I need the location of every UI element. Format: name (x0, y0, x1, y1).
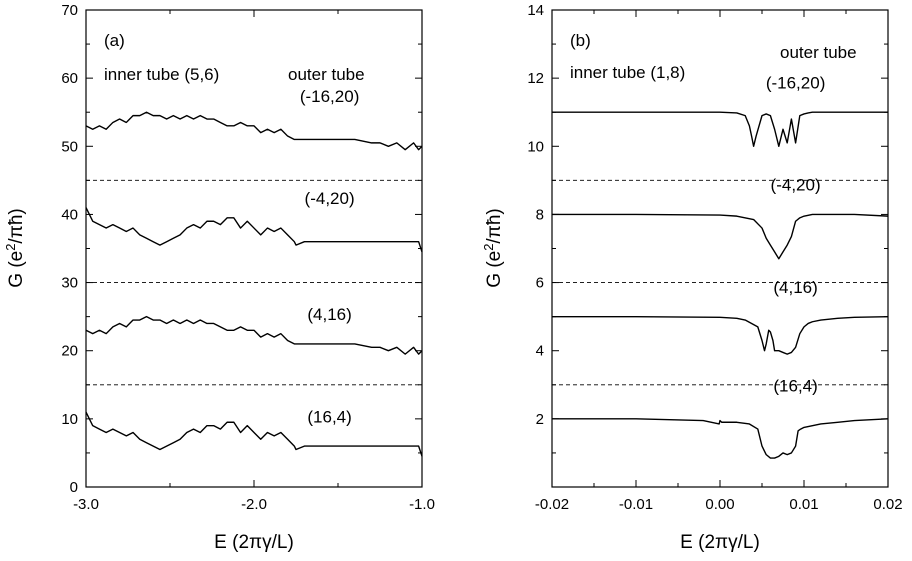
panel-b-y-axis-title-sup: 2 (481, 244, 496, 251)
panel-a-dashed-lines (86, 179, 422, 386)
panel-b-outer-tube-label: outer tube (780, 43, 857, 62)
panel-b-y-axis-title-tail: /πħ) (484, 208, 505, 243)
x-tick-label: -0.02 (535, 496, 569, 513)
x-tick-label: -1.0 (409, 496, 435, 513)
panel-b-series (552, 111, 889, 459)
series-label: (-4,20) (771, 176, 821, 195)
y-tick-label: 30 (61, 275, 78, 292)
y-tick-label: 8 (536, 206, 544, 223)
panel-b-dashed-lines (552, 179, 888, 386)
y-tick-label: 40 (61, 206, 78, 223)
y-tick-label: 12 (527, 70, 544, 87)
x-tick-label: 0.02 (873, 496, 902, 513)
y-tick-label: 14 (527, 2, 544, 19)
panel-b-y-axis-title-main: G (e (484, 251, 505, 288)
panel-a-ticks: -3.0 -2.0 -1.0 0 10 20 30 40 50 60 70 (61, 2, 435, 513)
series-line-0 (552, 111, 888, 147)
x-tick-label: 0.00 (705, 496, 734, 513)
y-tick-label: 60 (61, 70, 78, 87)
series-line-2 (85, 315, 423, 355)
panel-a-y-axis-title-tail: /πħ) (6, 208, 27, 243)
y-tick-label: 70 (61, 2, 78, 19)
series-label: (-16,20) (300, 87, 360, 106)
y-tick-label: 20 (61, 343, 78, 360)
series-line-1 (85, 207, 423, 253)
panel-b-x-axis-title: E (2πγ/L) (680, 532, 760, 553)
panel-b: -0.02 -0.01 0.00 0.01 0.02 2 4 6 8 10 12 14 (-16,20… (481, 2, 903, 553)
series-label: (-16,20) (766, 73, 826, 92)
x-tick-label: -2.0 (241, 496, 267, 513)
panel-a-series (85, 111, 423, 457)
y-tick-label: 4 (536, 343, 544, 360)
panel-a-x-axis-title: E (2πγ/L) (214, 532, 294, 553)
panel-a: -3.0 -2.0 -1.0 0 10 20 30 40 50 60 70 (-16,20) (-4,… (3, 2, 435, 553)
series-label: (16,4) (307, 407, 351, 426)
x-tick-label: -0.01 (619, 496, 653, 513)
y-tick-label: 10 (527, 138, 544, 155)
series-label: (-4,20) (305, 189, 355, 208)
panel-b-inner-tube-label: inner tube (1,8) (570, 63, 685, 82)
panel-b-label: (b) (570, 31, 591, 50)
series-label: (16,4) (773, 377, 817, 396)
y-tick-label: 50 (61, 138, 78, 155)
y-tick-label: 0 (70, 479, 78, 496)
panel-a-y-axis-title: G (e2/πħ) (3, 208, 28, 287)
panel-a-outer-tube-label: outer tube (288, 65, 365, 84)
x-tick-label: 0.01 (789, 496, 818, 513)
panel-a-y-axis-title-main: G (e (6, 251, 27, 288)
panel-b-y-axis-title: G (e2/πħ) (481, 208, 506, 287)
y-tick-label: 2 (536, 411, 544, 428)
series-line-1 (552, 213, 889, 260)
series-label: (4,16) (307, 305, 351, 324)
y-tick-label: 10 (61, 411, 78, 428)
panel-a-label: (a) (104, 31, 125, 50)
panel-b-curve-labels: (-16,20) (-4,20) (4,16) (16,4) (766, 73, 826, 395)
series-line-3 (85, 411, 423, 457)
series-label: (4,16) (773, 278, 817, 297)
panel-a-curve-labels: (-16,20) (-4,20) (4,16) (16,4) (300, 87, 360, 426)
series-line-2 (552, 315, 889, 355)
x-tick-label: -3.0 (73, 496, 99, 513)
panel-a-y-axis-title-sup: 2 (3, 244, 18, 251)
y-tick-label: 6 (536, 275, 544, 292)
panel-a-inner-tube-label: inner tube (5,6) (104, 65, 219, 84)
series-line-3 (552, 418, 889, 459)
series-line-0 (85, 111, 423, 151)
